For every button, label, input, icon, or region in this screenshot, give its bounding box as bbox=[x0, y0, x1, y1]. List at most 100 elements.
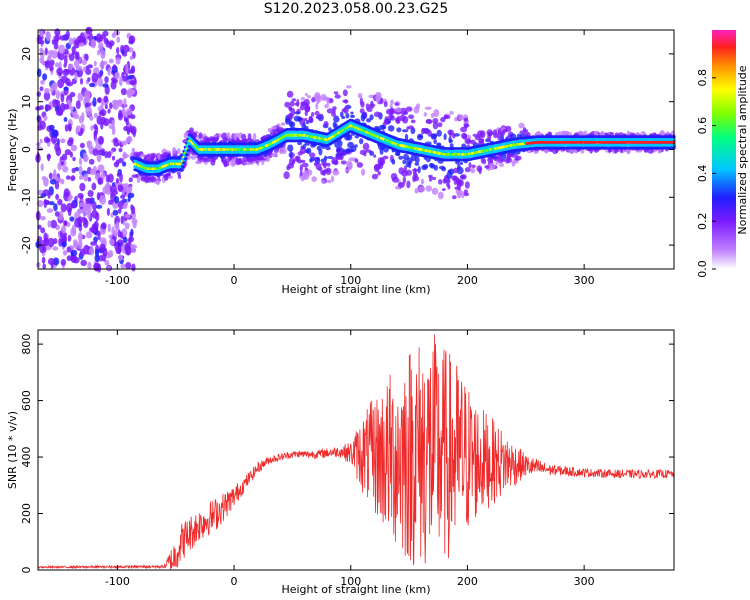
spectrogram-cell bbox=[430, 133, 438, 139]
spectrogram-cell bbox=[452, 195, 457, 200]
spectrogram-cell bbox=[104, 182, 111, 191]
spectrogram-cell bbox=[115, 159, 120, 165]
spectrogram-cell bbox=[213, 134, 218, 138]
colorbar-tick-label: 0.0 bbox=[696, 260, 709, 278]
spectrogram-cell bbox=[109, 42, 113, 50]
spectrogram-cell bbox=[113, 229, 118, 238]
spectrogram-cell bbox=[94, 125, 99, 135]
spectrogram-cell bbox=[456, 178, 463, 187]
spectrogram-cell bbox=[68, 106, 75, 111]
spectrogram-cell bbox=[80, 77, 83, 85]
spectrogram-cell bbox=[85, 197, 92, 203]
spectrogram-cell bbox=[185, 153, 189, 157]
snr-x-label: Height of straight line (km) bbox=[281, 583, 430, 596]
spectrogram-cell bbox=[98, 42, 104, 51]
spectrogram-cell bbox=[85, 106, 92, 116]
spectrogram-cell bbox=[50, 59, 55, 66]
spectrogram-cell bbox=[460, 174, 467, 180]
spectrogram-cell bbox=[128, 237, 132, 245]
spectrogram-cell bbox=[74, 71, 78, 81]
spectrogram-cell bbox=[373, 154, 377, 158]
spectrogram-cell bbox=[88, 158, 95, 165]
spectrogram-cell bbox=[177, 174, 182, 179]
spectrogram-cell bbox=[437, 191, 444, 200]
spectrogram-cell bbox=[387, 125, 395, 132]
spectrogram-cell bbox=[309, 152, 316, 158]
spectrogram-cell bbox=[294, 111, 301, 115]
spectrogram-cell bbox=[303, 98, 310, 107]
spectrogram-cell bbox=[94, 254, 100, 262]
spectrogram-cell bbox=[418, 186, 426, 193]
spectrogram-cell bbox=[128, 177, 133, 183]
spectrogram-cell bbox=[433, 109, 440, 118]
spectrogram-cell bbox=[63, 86, 69, 91]
spectrogram-cell bbox=[130, 244, 136, 253]
spectrogram-cell bbox=[119, 76, 123, 87]
spectrogram-cell bbox=[470, 167, 476, 174]
spectrogram-cell bbox=[301, 162, 309, 168]
spectrogram-cell bbox=[373, 111, 381, 118]
spectrogram-cell bbox=[402, 176, 406, 185]
spectrogram-cell bbox=[400, 107, 407, 116]
spectrogram-cell bbox=[287, 144, 294, 152]
spectrogram-cell bbox=[113, 140, 120, 147]
spectrogram-cell bbox=[99, 227, 106, 235]
spectrogram-cell bbox=[396, 115, 401, 124]
spectrogram-cell bbox=[97, 149, 105, 156]
spectrogram-cell bbox=[359, 149, 367, 156]
spectrogram-cell bbox=[53, 203, 58, 212]
spectrogram-cell bbox=[361, 168, 366, 176]
spectrogram-cell bbox=[289, 150, 293, 159]
spectrogram-cell bbox=[132, 220, 137, 229]
spectrogram-cell bbox=[417, 166, 421, 174]
spectrogram-cell bbox=[68, 64, 73, 71]
spectrogram-cell bbox=[53, 42, 59, 50]
spectrogram-cell bbox=[323, 155, 328, 161]
spectrogram-cell bbox=[82, 152, 88, 162]
spectrogram-cell bbox=[84, 89, 91, 100]
spectrogram-cell bbox=[395, 107, 402, 113]
spectrogram-cell bbox=[402, 116, 409, 124]
spectrogram-cell bbox=[300, 97, 306, 101]
spectrogram-cell bbox=[79, 202, 85, 208]
spectrogram-x-ticks: -100 0 100 200 300 bbox=[105, 30, 595, 287]
spectrogram-cell bbox=[375, 94, 381, 102]
spectrogram-cell bbox=[321, 180, 325, 184]
spectrogram-cell bbox=[93, 60, 97, 67]
spectrogram-cell bbox=[47, 50, 55, 55]
spectrogram-cell bbox=[119, 231, 124, 239]
spectrogram-cell bbox=[432, 121, 439, 130]
spectrogram-cell bbox=[120, 194, 126, 199]
spectrogram-cell bbox=[90, 125, 94, 131]
spectrogram-cell bbox=[428, 174, 433, 178]
spectrogram-cell bbox=[57, 177, 62, 182]
snr-y-ticks: 0 200 400 600 800 bbox=[20, 334, 674, 574]
spectrogram-cell bbox=[340, 160, 347, 165]
spectrogram-cell bbox=[514, 157, 519, 161]
snr-x-tick-label: 200 bbox=[457, 575, 478, 588]
spectrogram-cell bbox=[147, 154, 151, 158]
spectrogram-cell bbox=[332, 169, 340, 176]
spectrogram-cell bbox=[157, 152, 161, 160]
spectrogram-cell bbox=[115, 177, 120, 184]
spectrogram-cell bbox=[198, 132, 203, 139]
spectrogram-cell bbox=[404, 133, 409, 141]
spectrogram-cell bbox=[62, 165, 69, 173]
spectrogram-cell bbox=[527, 150, 532, 154]
spectrogram-cell bbox=[42, 61, 46, 66]
spectrogram-cell bbox=[83, 244, 90, 255]
spectrogram-cell bbox=[77, 239, 83, 250]
spectrogram-cell bbox=[484, 165, 491, 169]
spectrogram-cell bbox=[60, 161, 64, 166]
spectrogram-cell bbox=[464, 123, 470, 128]
spectrogram-cell bbox=[129, 55, 134, 60]
spectrogram-cell bbox=[55, 90, 60, 100]
spectrogram-cell bbox=[304, 93, 308, 96]
spectrogram-cell bbox=[365, 103, 370, 110]
spectrogram-cell bbox=[441, 188, 446, 192]
spectrogram-cell bbox=[58, 44, 66, 54]
spectrogram-cell bbox=[96, 33, 102, 43]
spectrogram-cell bbox=[80, 259, 87, 267]
spectrogram-cell bbox=[63, 62, 67, 68]
spectrogram-cell bbox=[125, 245, 132, 256]
